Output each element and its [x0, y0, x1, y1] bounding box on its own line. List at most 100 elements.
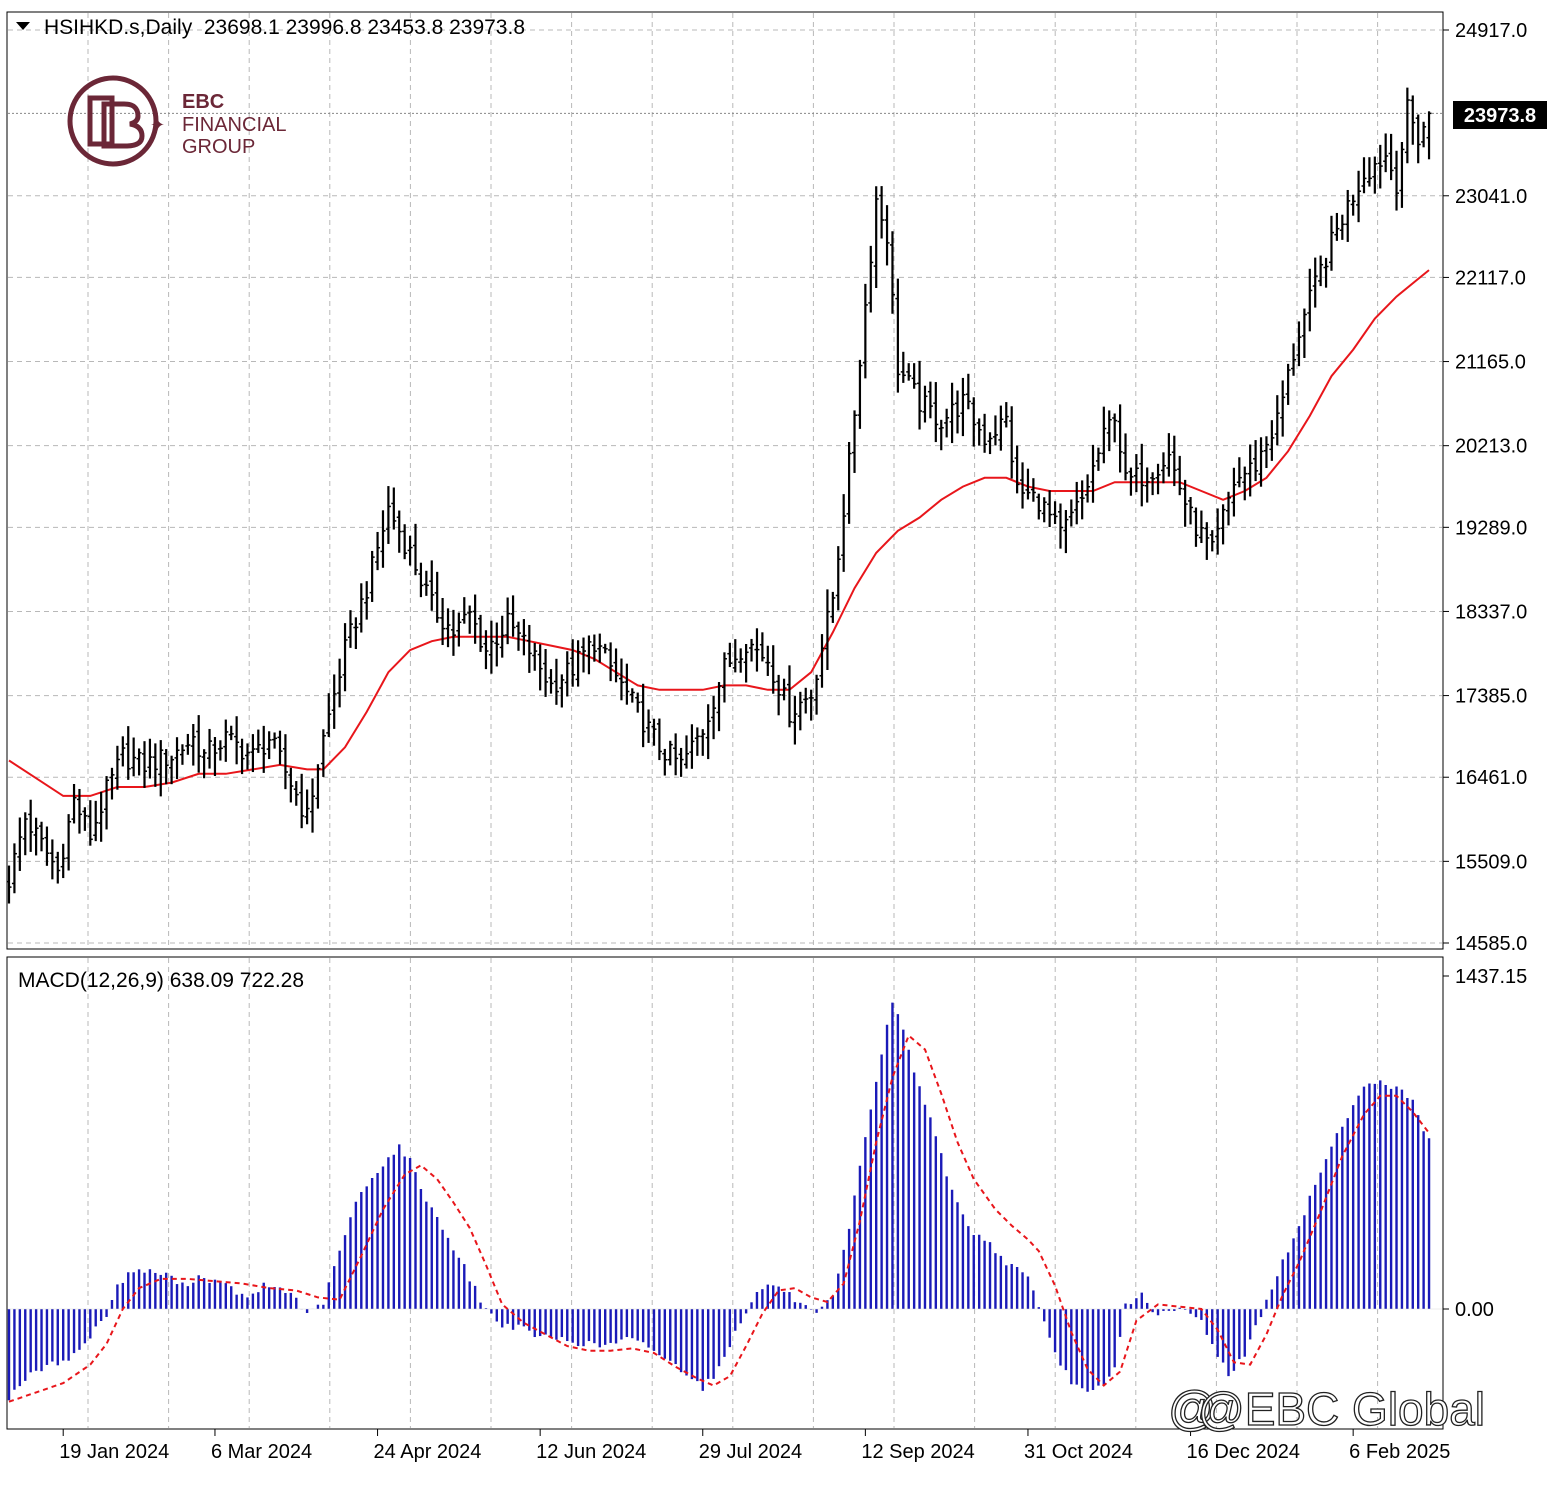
- ohlc-bar: [949, 382, 955, 444]
- ohlc-bar: [786, 665, 792, 728]
- triangle-down-icon[interactable]: [16, 22, 30, 30]
- symbol-header: HSIHKD.s,Daily 23698.1 23996.8 23453.8 2…: [44, 16, 525, 39]
- ohlc-bar: [521, 619, 527, 656]
- ohlc-bar: [396, 510, 402, 553]
- ohlc-bar: [911, 363, 917, 389]
- ohlc-bar: [1318, 255, 1324, 287]
- ohlc-bar: [515, 621, 521, 651]
- ohlc-bar: [1410, 95, 1416, 145]
- ohlc-bar: [407, 535, 413, 566]
- ohlc-bar: [564, 651, 570, 697]
- ohlc-bar: [44, 826, 50, 866]
- ohlc-bar: [1090, 444, 1096, 503]
- ohlc-bar: [488, 620, 494, 674]
- ohlc-bar: [1193, 507, 1199, 547]
- ohlc-bar: [651, 718, 657, 746]
- ohlc-bar: [429, 560, 435, 611]
- ohlc-bar: [1415, 114, 1421, 164]
- macd-y-tick-label: 0.00: [1455, 1299, 1494, 1321]
- price-axis: [1443, 12, 1555, 949]
- ohlc-bar: [331, 674, 337, 729]
- ohlc-bar: [158, 740, 164, 797]
- x-tick-label: 29 Jul 2024: [699, 1441, 802, 1463]
- ohlc-bar: [266, 731, 272, 760]
- x-tick-label: 6 Mar 2024: [211, 1441, 312, 1463]
- ohlc-bar: [586, 635, 592, 675]
- ohlc-bar: [185, 733, 191, 755]
- ohlc-bar: [1106, 410, 1112, 452]
- ohlc-bar: [1356, 170, 1362, 223]
- ohlc-bar: [304, 789, 310, 825]
- ohlc-bar: [11, 843, 17, 894]
- y-tick-label: 24917.0: [1455, 20, 1527, 42]
- ohlc-bar: [499, 615, 505, 658]
- ohlc-bar: [364, 581, 370, 620]
- ohlc-bar: [846, 442, 852, 524]
- ohlc-bar: [1014, 445, 1020, 494]
- ohlc-bar: [537, 644, 543, 691]
- ohlc-bar: [82, 807, 88, 831]
- y-tick-label: 21165.0: [1455, 352, 1526, 374]
- grid-lines: [8, 13, 1442, 1428]
- ohlc-bar: [1345, 189, 1351, 242]
- ohlc-bar: [142, 741, 147, 788]
- ohlc-bar: [797, 691, 803, 731]
- x-tick-label: 31 Oct 2024: [1024, 1441, 1133, 1463]
- ohlc-bar: [792, 696, 798, 745]
- ohlc-bar: [299, 773, 305, 829]
- ohlc-bar: [1020, 462, 1026, 509]
- ohlc-bar: [1150, 472, 1156, 496]
- ohlc-bar: [873, 186, 879, 288]
- y-tick-label: 23041.0: [1455, 186, 1527, 208]
- ohlc-bar: [694, 727, 700, 756]
- price-panel-frame: [6, 11, 1444, 950]
- ohlc-bar: [1426, 111, 1432, 160]
- ohlc-bar: [754, 628, 760, 672]
- ohlc-bar: [125, 726, 131, 780]
- macd-y-tick-label: 1437.15: [1455, 966, 1527, 988]
- ohlc-bar: [60, 843, 66, 879]
- ohlc-bar: [1003, 402, 1009, 428]
- ohlc-bar: [884, 205, 890, 266]
- ohlc-bar: [353, 617, 359, 650]
- y-tick-label: 19289.0: [1455, 517, 1527, 539]
- ohlc-bar: [732, 639, 738, 673]
- ohlc-bar: [629, 688, 635, 703]
- ohlc-bar: [1095, 447, 1101, 471]
- ohlc-bar: [174, 737, 180, 780]
- moving-average-layer: [8, 269, 1430, 797]
- x-tick-label: 12 Jun 2024: [536, 1441, 646, 1463]
- ohlc-bar: [510, 595, 516, 637]
- ohlc-bar: [147, 738, 153, 779]
- ohlc-bar: [602, 643, 608, 654]
- ohlc-bar: [716, 682, 722, 732]
- ohlc-bar: [66, 814, 72, 871]
- ohlc-bar: [1236, 457, 1242, 488]
- ohlc-bar: [1177, 455, 1183, 496]
- ohlc-bar: [727, 642, 733, 668]
- ohlc-bar: [1258, 437, 1264, 487]
- ohlc-bar: [22, 812, 28, 856]
- ohlc-bar: [575, 640, 581, 687]
- ohlc-bar: [1171, 435, 1177, 487]
- ohlc-bar: [830, 591, 836, 623]
- ohlc-bar: [1204, 522, 1210, 560]
- ohlc-bar: [1215, 508, 1221, 555]
- ohlc-bar: [196, 715, 202, 773]
- ohlc-bar: [1361, 157, 1367, 194]
- ohlc-bar: [450, 609, 456, 656]
- price-bars-layer: [6, 87, 1432, 904]
- ohlc-bar: [1160, 452, 1166, 484]
- ohlc-bar: [656, 718, 662, 761]
- ohlc-bar: [1350, 194, 1356, 216]
- ohlc-bar: [673, 733, 679, 776]
- ohlc-bar: [6, 865, 12, 904]
- ohlc-bar: [1182, 479, 1188, 527]
- ohlc-bar: [1188, 497, 1194, 525]
- ebc-logo: ✦ EBC FINANCIAL GROUP: [67, 75, 286, 167]
- ohlc-bar: [228, 725, 234, 741]
- ohlc-bar: [1036, 493, 1042, 520]
- ohlc-bar: [895, 278, 901, 393]
- ohlc-bar: [835, 546, 841, 611]
